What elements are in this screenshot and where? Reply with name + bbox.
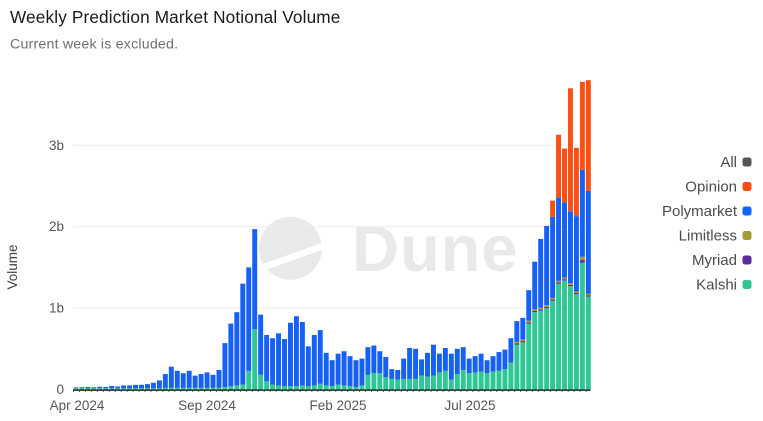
- svg-text:Jul 2025: Jul 2025: [444, 398, 495, 413]
- svg-text:Apr 2024: Apr 2024: [50, 398, 105, 413]
- svg-text:Dune: Dune: [352, 212, 519, 285]
- svg-text:Weekly Prediction Market Notio: Weekly Prediction Market Notional Volume: [10, 7, 340, 27]
- svg-text:3b: 3b: [49, 138, 64, 153]
- svg-text:Feb 2025: Feb 2025: [309, 398, 366, 413]
- svg-text:0: 0: [56, 382, 64, 397]
- svg-text:Polymarket: Polymarket: [662, 203, 738, 220]
- svg-text:Sep 2024: Sep 2024: [178, 398, 236, 413]
- svg-text:Kalshi: Kalshi: [696, 277, 737, 294]
- svg-text:Current week is excluded.: Current week is excluded.: [10, 37, 178, 53]
- svg-text:1b: 1b: [49, 301, 64, 316]
- svg-text:Myriad: Myriad: [692, 252, 737, 269]
- svg-text:Volume: Volume: [5, 244, 20, 289]
- svg-text:All: All: [720, 154, 737, 171]
- svg-text:Limitless: Limitless: [679, 228, 737, 245]
- svg-text:2b: 2b: [49, 219, 64, 234]
- svg-text:Opinion: Opinion: [685, 179, 737, 196]
